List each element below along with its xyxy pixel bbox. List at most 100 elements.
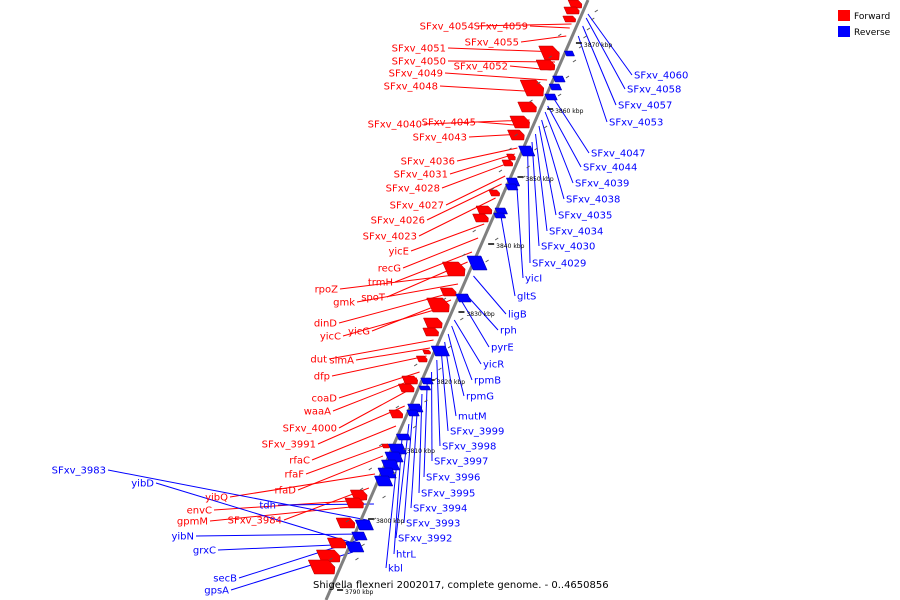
forward-gene-arrow <box>475 205 493 215</box>
gene-tick <box>557 93 562 97</box>
forward-connector <box>418 197 496 237</box>
forward-connector <box>338 291 455 324</box>
forward-gene-arrow <box>401 375 418 385</box>
forward-connector <box>447 47 560 53</box>
reverse-gene-arrow <box>420 377 434 385</box>
forward-connector <box>332 377 418 412</box>
forward-connector <box>444 72 548 81</box>
reverse-connector <box>453 319 482 365</box>
reverse-connector <box>544 111 574 184</box>
reverse-connector <box>461 301 490 348</box>
forward-gene-label: spoT <box>361 293 386 304</box>
reverse-connector <box>410 403 419 509</box>
forward-connector <box>520 35 567 43</box>
reverse-connector <box>531 141 540 247</box>
reverse-gene-arrow <box>351 531 368 541</box>
gene-tick <box>329 557 333 561</box>
forward-gene-arrow <box>506 153 516 161</box>
kbp-tick-label: 3830 kbp <box>466 311 494 318</box>
forward-gene-arrow <box>563 6 580 15</box>
reverse-connector <box>440 349 449 432</box>
gene-tick <box>459 317 464 321</box>
gene-tick <box>565 75 570 79</box>
reverse-gene-label: SFxv_4047 <box>591 149 645 160</box>
forward-gene-arrow <box>423 317 443 329</box>
legend-reverse-label: Reverse <box>854 28 891 38</box>
forward-gene-label: gpmM <box>177 517 208 528</box>
gene-tick <box>586 27 591 31</box>
reverse-gene-arrow <box>466 255 488 271</box>
gene-tick <box>522 175 526 179</box>
reverse-gene-label: gltS <box>517 292 536 303</box>
forward-connector <box>331 355 427 377</box>
reverse-gene-label: rpmG <box>466 392 494 403</box>
reverse-gene-arrow <box>381 459 401 471</box>
reverse-connector <box>465 293 499 331</box>
reverse-gene-label: SFxv_4053 <box>609 118 663 129</box>
reverse-connector <box>107 469 368 521</box>
forward-connector <box>209 505 362 522</box>
forward-connector <box>338 387 413 429</box>
gene-tick <box>591 17 595 21</box>
reverse-gene-arrow <box>384 451 404 463</box>
gene-tick <box>543 125 548 129</box>
reverse-gene-arrow <box>518 145 536 157</box>
forward-gene-arrow <box>415 355 428 363</box>
forward-gene-label: waaA <box>304 407 331 418</box>
gene-tick <box>378 443 383 447</box>
forward-gene-arrow <box>344 497 364 509</box>
reverse-gene-arrow <box>505 183 519 191</box>
reverse-gene-arrow <box>552 75 566 83</box>
forward-connector <box>311 425 397 461</box>
forward-connector <box>456 147 518 162</box>
gene-tick <box>368 467 373 471</box>
gene-tick <box>548 55 552 59</box>
gene-tick <box>359 487 364 491</box>
forward-gene-label: SFxv_4049 <box>389 69 443 80</box>
forward-connector <box>339 273 463 290</box>
forward-gene-label: dfp <box>314 372 330 383</box>
reverse-gene-label: SFxv_4030 <box>541 242 595 253</box>
forward-gene-arrow <box>488 189 500 197</box>
forward-gene-arrow <box>535 59 556 71</box>
gene-tick <box>413 363 418 367</box>
forward-gene-arrow <box>381 443 390 449</box>
reverse-gene-label: SFxv_4029 <box>532 259 586 270</box>
forward-gene-label: rfaC <box>289 456 310 467</box>
reverse-connector <box>403 415 413 524</box>
reverse-connector <box>527 151 531 264</box>
gene-tick <box>345 519 350 523</box>
reverse-gene-arrow <box>544 93 558 101</box>
gene-features <box>307 0 599 589</box>
reverse-gene-arrow <box>418 385 432 391</box>
forward-connector <box>445 175 506 206</box>
forward-gene-arrow <box>335 517 356 529</box>
forward-gene-arrow <box>567 0 583 9</box>
kbp-tick-label: 3810 kbp <box>407 448 435 455</box>
forward-gene-label: SFxv_4051 <box>392 44 446 55</box>
reverse-connector <box>535 133 548 232</box>
forward-gene-label: SFxv_4059 <box>474 22 528 33</box>
forward-connector <box>305 443 389 475</box>
reverse-connector <box>447 333 465 397</box>
forward-connector <box>410 223 485 252</box>
genome-caption: Shigella flexneri 2002017, complete geno… <box>313 580 609 591</box>
gene-tick <box>534 147 538 151</box>
reverse-connector <box>585 17 626 90</box>
forward-gene-arrow <box>439 287 457 297</box>
reverse-gene-label: yicI <box>525 274 542 285</box>
reverse-connector <box>473 275 507 315</box>
gene-tick <box>594 9 599 13</box>
forward-gene-label: yicC <box>320 332 341 343</box>
forward-gene-label: rpoZ <box>315 285 339 296</box>
reverse-gene-arrow <box>455 293 472 303</box>
gene-tick <box>392 471 397 475</box>
forward-gene-arrow <box>426 297 450 313</box>
reverse-gene-arrow <box>395 433 412 441</box>
forward-gene-label: recG <box>378 264 401 275</box>
gene-tick <box>403 447 407 451</box>
kbp-tick-label: 3820 kbp <box>437 379 465 386</box>
forward-gene-arrow <box>422 349 431 355</box>
reverse-connector <box>395 423 410 539</box>
forward-gene-arrow <box>422 327 439 337</box>
